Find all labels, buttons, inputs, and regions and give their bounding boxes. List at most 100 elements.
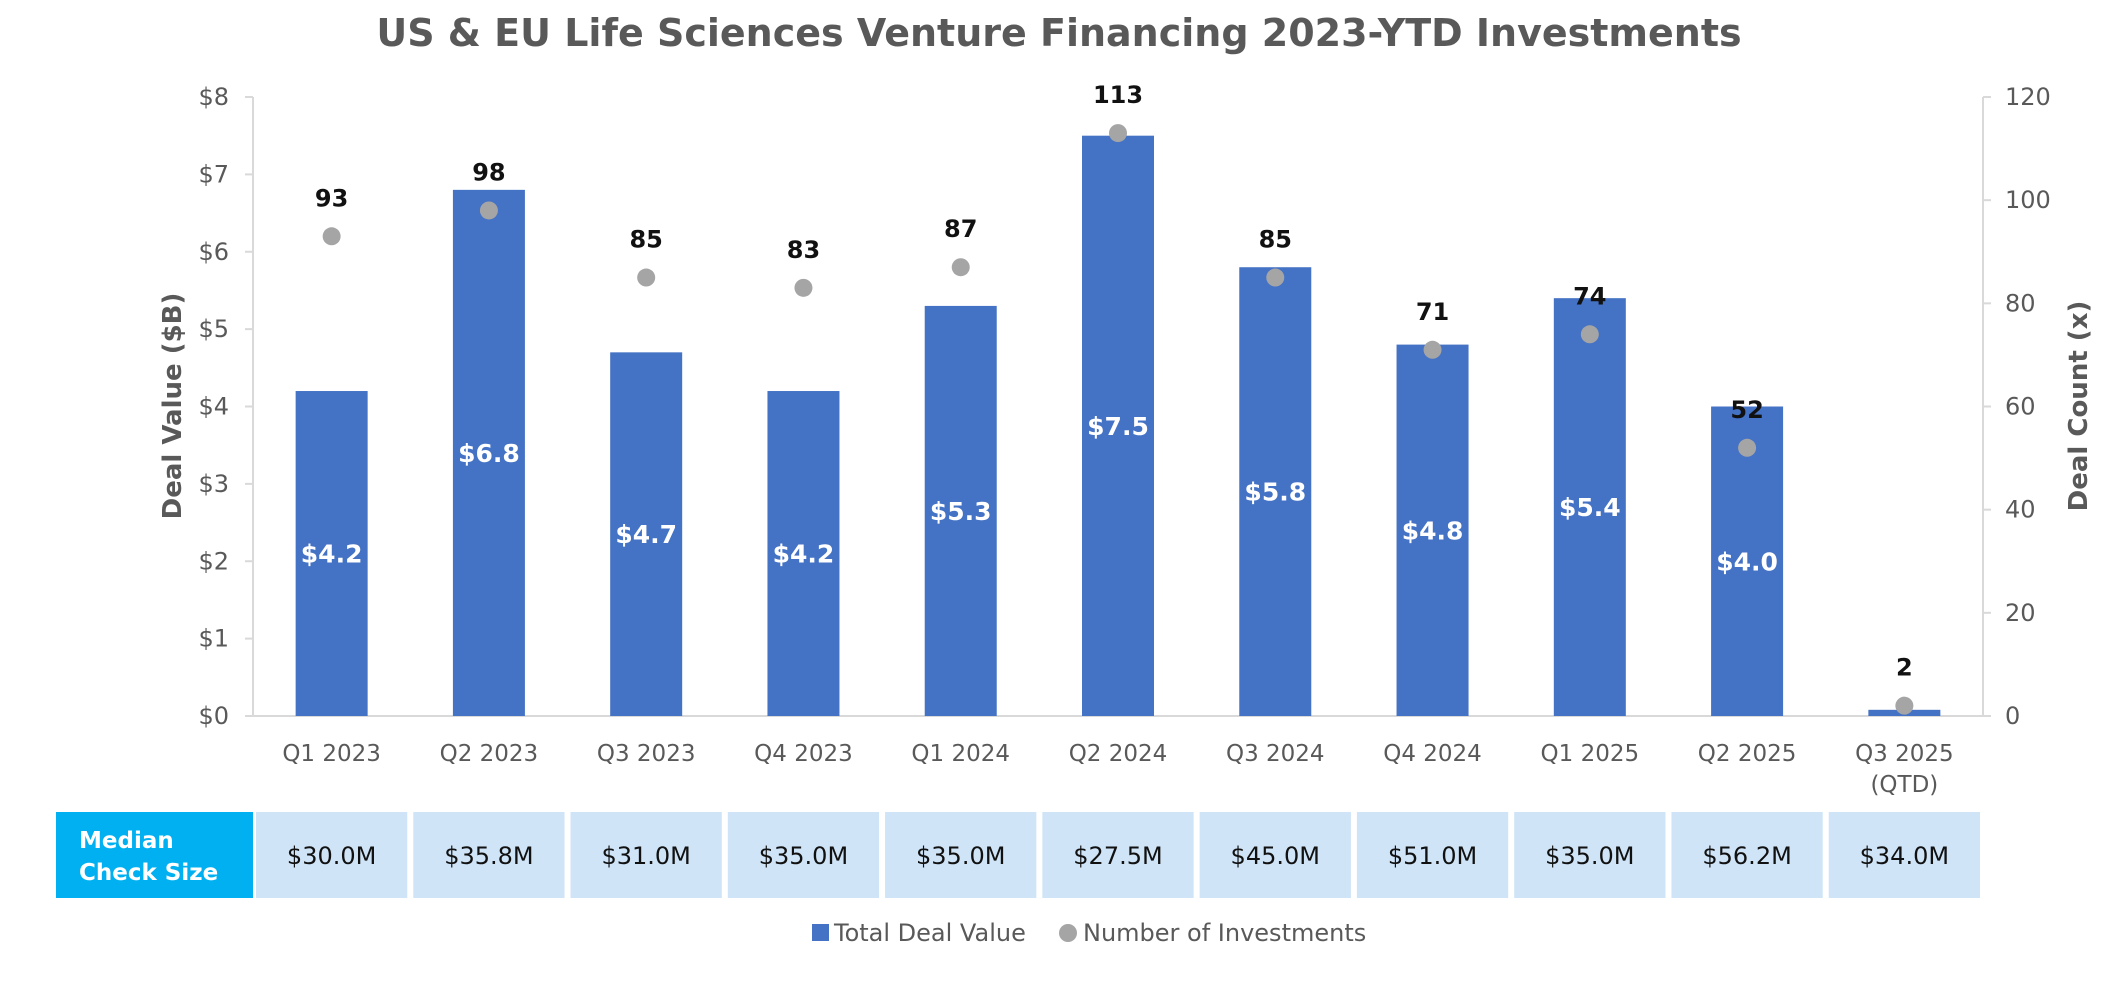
table-cell	[1042, 812, 1194, 898]
investment-count-point	[794, 278, 813, 297]
table-cell	[1199, 812, 1351, 898]
bar-value-label: $6.8	[458, 439, 520, 468]
investment-count-point	[1266, 268, 1285, 287]
left-tick-label: $0	[198, 702, 229, 730]
table-cell	[727, 812, 880, 898]
investment-count-point	[322, 227, 341, 246]
left-tick-label: $2	[198, 547, 229, 575]
investment-count-point	[637, 268, 656, 287]
investment-count-label: 52	[1730, 396, 1763, 424]
investment-count-label: 93	[315, 184, 348, 212]
median-check-size-table: Median Check Size $30.0M $35.8M $31.0M $35.0M…	[56, 812, 1980, 898]
left-tick-label: $8	[198, 83, 229, 111]
right-tick-label: 0	[2005, 702, 2020, 730]
table-header-label: Check Size	[79, 860, 218, 886]
table-cell-value: $34.0M	[1860, 842, 1949, 870]
bar-value-label: $4.2	[773, 540, 835, 569]
bar-value-label: $5.3	[930, 497, 992, 526]
category-label: Q3 2024	[1226, 741, 1325, 767]
table-cell-value: $31.0M	[601, 842, 690, 870]
right-axis-title: Deal Count (x)	[2064, 301, 2094, 512]
bar-value-label: $4.2	[301, 540, 363, 569]
legend: Total Deal Value Number of Investments	[812, 919, 1366, 947]
chart-title: US & EU Life Sciences Venture Financing …	[376, 11, 1741, 55]
bar-value-label: $7.5	[1087, 412, 1149, 441]
table-cell-value: $35.0M	[1545, 842, 1634, 870]
right-tick-label: 40	[2005, 496, 2036, 524]
investment-count-point	[1580, 325, 1599, 344]
investment-count-point	[1423, 340, 1442, 359]
axes: $0 $1 $2 $3 $4 $5 $6 $7 $8 0 20 40 60 80 100 120 Deal Va…	[158, 83, 2094, 798]
category-label: Q3 2023	[597, 741, 696, 767]
bar	[452, 189, 525, 717]
left-tick-label: $7	[198, 160, 229, 188]
table-cell	[885, 812, 1037, 898]
legend-label-number-of-investments: Number of Investments	[1083, 919, 1366, 947]
bar	[767, 391, 840, 716]
table-cell	[1828, 812, 1980, 898]
category-label: (QTD)	[1870, 772, 1938, 798]
investment-count-point	[951, 258, 970, 277]
category-label: Q1 2023	[282, 741, 381, 767]
bar	[924, 305, 997, 716]
legend-swatch-total-deal-value	[812, 924, 829, 941]
bar	[1711, 406, 1784, 716]
left-tick-label: $1	[198, 625, 229, 653]
category-label: Q1 2024	[911, 741, 1010, 767]
table-cell-value: $30.0M	[287, 842, 376, 870]
right-tick-label: 20	[2005, 599, 2036, 627]
table-cell-value: $45.0M	[1231, 842, 1320, 870]
category-label: Q1 2025	[1541, 741, 1640, 767]
investment-count-label: 85	[1259, 226, 1292, 254]
table-cell	[1356, 812, 1509, 898]
left-tick-label: $6	[198, 238, 229, 266]
right-tick-label: 120	[2005, 83, 2051, 111]
bar	[295, 391, 368, 716]
bar-value-label: $4.8	[1402, 516, 1464, 545]
investment-count-label: 85	[629, 226, 662, 254]
category-label: Q2 2025	[1698, 741, 1797, 767]
bar	[610, 352, 683, 716]
category-label: Q3 2025	[1855, 741, 1954, 767]
investment-count-label: 71	[1416, 298, 1449, 326]
bar-value-label: $5.8	[1244, 478, 1306, 507]
table-header-cell	[56, 812, 253, 898]
table-cell	[413, 812, 565, 898]
left-tick-label: $4	[198, 393, 229, 421]
scatter-series: 93 98 85 83 87 113 85 71 74 52 2	[315, 81, 1914, 715]
table-cell-value: $35.8M	[444, 842, 533, 870]
table-cell	[1514, 812, 1666, 898]
legend-label-total-deal-value: Total Deal Value	[833, 919, 1026, 947]
investment-count-label: 98	[472, 158, 505, 186]
bar	[1396, 344, 1469, 716]
table-cell-value: $51.0M	[1388, 842, 1477, 870]
category-label: Q2 2024	[1069, 741, 1168, 767]
category-label: Q4 2023	[754, 741, 853, 767]
table-cell	[570, 812, 722, 898]
table-cell-value: $27.5M	[1073, 842, 1162, 870]
investment-count-label: 74	[1573, 282, 1606, 310]
investment-count-point	[1109, 124, 1127, 143]
table-cell	[1671, 812, 1823, 898]
table-cell-value: $35.0M	[916, 842, 1005, 870]
bar-series: $4.2 $6.8 $4.7 $4.2 $5.3 $7.5 $5.8 $4.8 $5.4 $4.0…	[295, 135, 1941, 717]
left-tick-label: $5	[198, 315, 229, 343]
left-tick-label: $3	[198, 470, 229, 498]
investment-count-label: 87	[944, 215, 977, 243]
investment-count-point	[1895, 696, 1914, 715]
table-cell-value: $56.2M	[1702, 842, 1791, 870]
right-tick-label: 100	[2005, 186, 2051, 214]
investment-count-label: 83	[787, 236, 820, 264]
category-label: Q2 2023	[440, 741, 539, 767]
category-label: Q4 2024	[1383, 741, 1482, 767]
investment-count-label: 2	[1896, 654, 1913, 682]
legend-swatch-number-of-investments	[1059, 924, 1077, 942]
left-axis-title: Deal Value ($B)	[158, 293, 188, 520]
investment-count-point	[1738, 438, 1757, 457]
investment-count-label: 113	[1093, 81, 1143, 109]
right-tick-label: 60	[2005, 393, 2036, 421]
table-header-label: Median	[79, 828, 174, 854]
investment-count-point	[479, 201, 498, 220]
right-tick-label: 80	[2005, 289, 2036, 317]
